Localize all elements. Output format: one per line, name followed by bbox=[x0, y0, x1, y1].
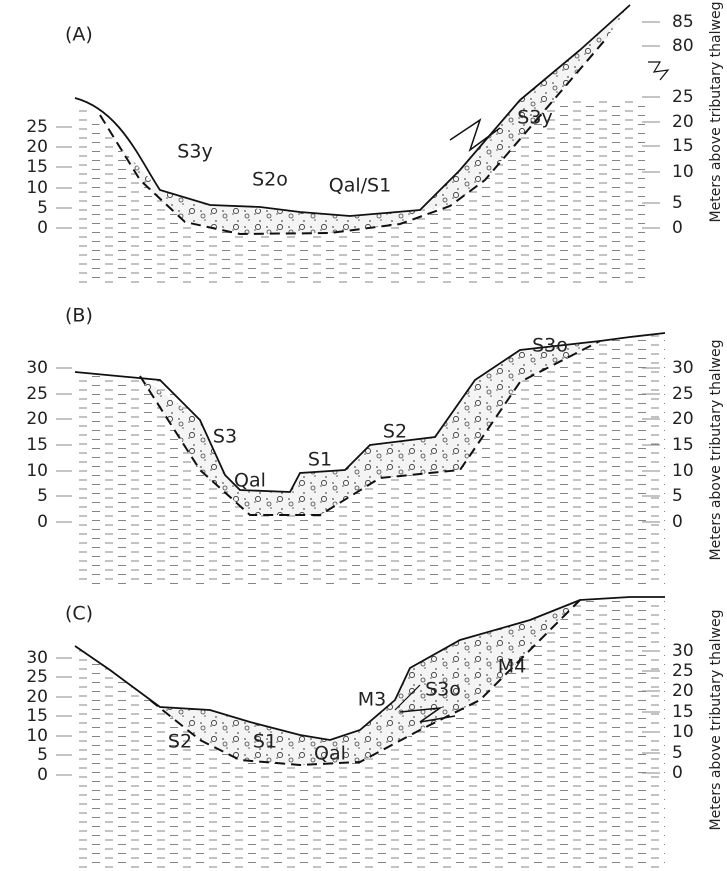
right-tick-label: 20 bbox=[672, 112, 694, 132]
unit-label: S3 bbox=[213, 426, 237, 448]
left-tick-label: 0 bbox=[37, 218, 48, 238]
left-tick-label: 0 bbox=[37, 765, 48, 785]
right-tick-label: 10 bbox=[672, 722, 694, 742]
left-tick-label: 5 bbox=[37, 198, 48, 218]
left-tick-label: 15 bbox=[26, 435, 48, 455]
left-tick-label: 5 bbox=[37, 486, 48, 506]
unit-label: Qal/S1 bbox=[329, 175, 391, 197]
right-tick-label: 25 bbox=[672, 384, 694, 404]
sky bbox=[75, 0, 630, 216]
axis-title: Meters above tributary thalweg bbox=[708, 2, 724, 223]
left-tick-label: 25 bbox=[26, 117, 48, 137]
right-tick-label: 15 bbox=[672, 136, 694, 156]
unit-label: S3y bbox=[177, 141, 212, 163]
deposit bbox=[150, 600, 580, 765]
left-tick-label: 10 bbox=[26, 178, 48, 198]
left-tick-label: 20 bbox=[26, 409, 48, 429]
section-b bbox=[74, 332, 666, 585]
left-tick-label: 15 bbox=[26, 157, 48, 177]
left-tick-label: 25 bbox=[26, 384, 48, 404]
right-tick-label: 0 bbox=[672, 218, 683, 238]
right-tick-label: 0 bbox=[672, 512, 683, 532]
left-tick-label: 20 bbox=[26, 687, 48, 707]
right-tick-label: 15 bbox=[672, 435, 694, 455]
left-tick-label: 10 bbox=[26, 726, 48, 746]
right-tick-label: 20 bbox=[672, 681, 694, 701]
panel-label: (A) bbox=[65, 24, 93, 46]
right-tick-label: 15 bbox=[672, 702, 694, 722]
right-tick-label: 80 bbox=[672, 36, 694, 56]
unit-label: S3o bbox=[425, 679, 461, 701]
axis-break bbox=[648, 61, 670, 81]
deposit bbox=[420, 5, 630, 210]
axis-title: Meters above tributary thalweg bbox=[708, 340, 724, 561]
sky bbox=[75, 600, 580, 740]
left-tick-label: 25 bbox=[26, 667, 48, 687]
right-tick-label: 25 bbox=[672, 661, 694, 681]
deposit bbox=[210, 205, 420, 234]
contact bbox=[149, 599, 581, 767]
sky bbox=[75, 333, 665, 492]
unit-label: S3y bbox=[517, 107, 552, 129]
right-tick-label: 25 bbox=[672, 87, 694, 107]
right-tick-label: 5 bbox=[672, 743, 683, 763]
contact bbox=[139, 340, 601, 516]
section-a bbox=[74, 0, 670, 285]
right-tick-label: 85 bbox=[672, 12, 694, 32]
unit-label: S2 bbox=[168, 731, 192, 753]
surface bbox=[74, 332, 666, 493]
unit-label: S1 bbox=[308, 449, 332, 471]
interfinger bbox=[449, 118, 501, 152]
panel-label: (B) bbox=[65, 305, 93, 327]
left-tick-label: 30 bbox=[26, 358, 48, 378]
surface bbox=[74, 596, 665, 741]
unit-label: Qal bbox=[234, 470, 266, 492]
axis-title: Meters above tributary thalweg bbox=[708, 610, 724, 831]
unit-label: S2 bbox=[383, 421, 407, 443]
left-tick-label: 15 bbox=[26, 706, 48, 726]
right-tick-label: 10 bbox=[672, 162, 694, 182]
right-tick-label: 20 bbox=[672, 409, 694, 429]
unit-label: S2o bbox=[252, 169, 288, 191]
left-tick-label: 5 bbox=[37, 745, 48, 765]
interfinger bbox=[399, 706, 456, 723]
unit-label: M3 bbox=[358, 689, 386, 711]
left-tick-label: 0 bbox=[37, 512, 48, 532]
right-tick-label: 30 bbox=[672, 358, 694, 378]
panel-label: (C) bbox=[65, 603, 93, 625]
unit-label: M4 bbox=[498, 656, 526, 678]
left-tick-label: 20 bbox=[26, 137, 48, 157]
deposit bbox=[140, 341, 600, 515]
unit-label: Qal bbox=[314, 743, 346, 765]
surface bbox=[74, 4, 631, 217]
right-tick-label: 5 bbox=[672, 486, 683, 506]
unit-label: S3o bbox=[532, 335, 568, 357]
right-tick-label: 10 bbox=[672, 461, 694, 481]
section-c bbox=[74, 596, 665, 870]
right-tick-label: 30 bbox=[672, 641, 694, 661]
leader-line bbox=[394, 684, 421, 711]
right-tick-label: 5 bbox=[672, 193, 683, 213]
left-tick-label: 10 bbox=[26, 461, 48, 481]
right-tick-label: 0 bbox=[672, 763, 683, 783]
unit-label: S1 bbox=[253, 731, 277, 753]
contact bbox=[99, 39, 606, 236]
left-tick-label: 30 bbox=[26, 648, 48, 668]
